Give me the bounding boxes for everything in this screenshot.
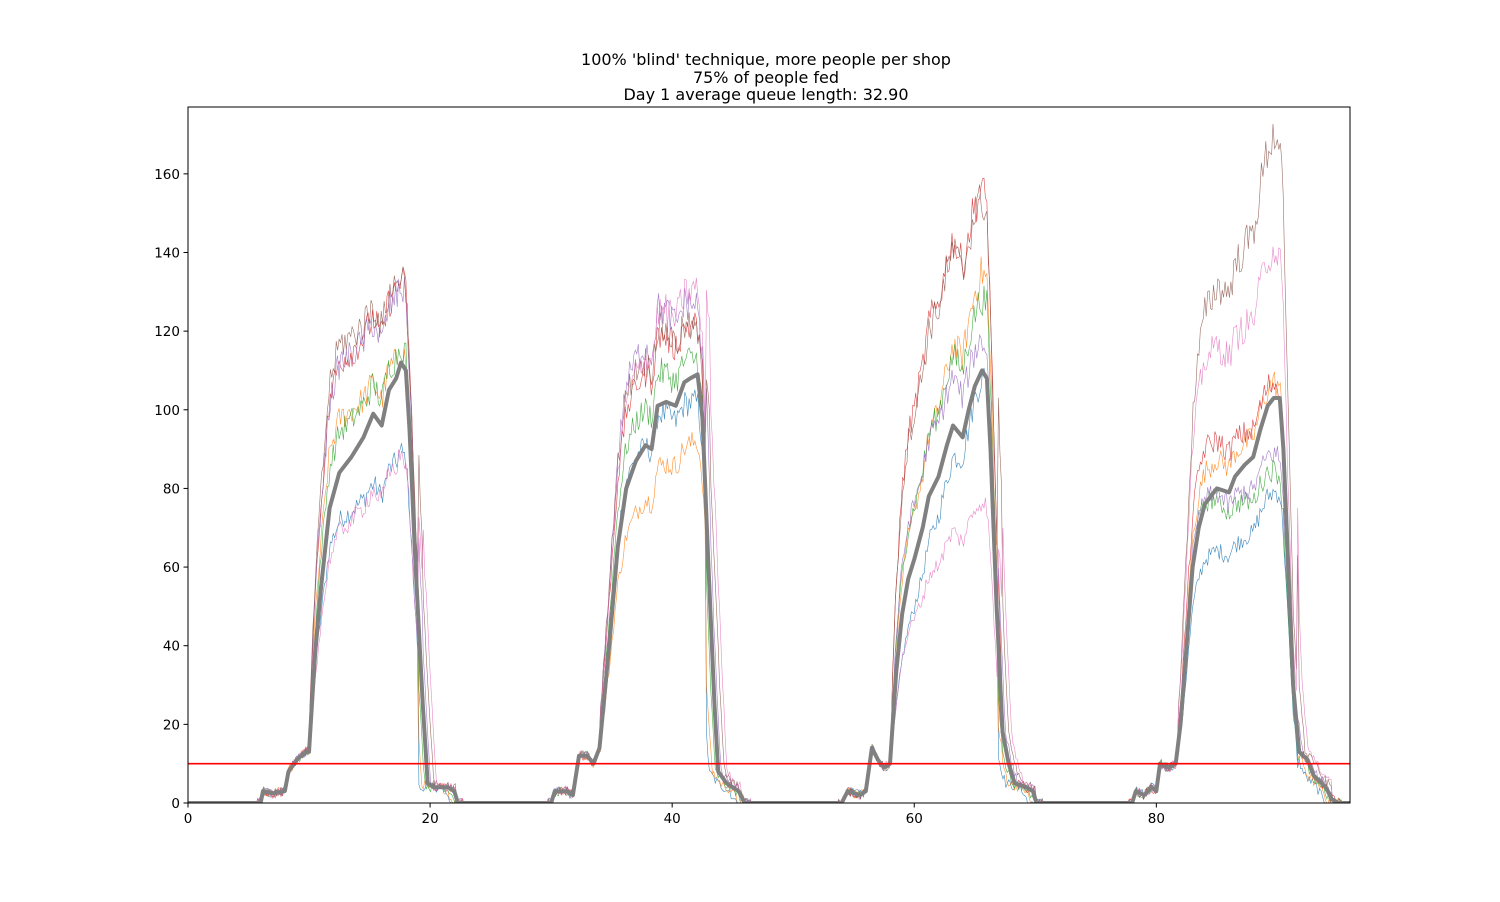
shop-series-line — [188, 123, 1349, 803]
y-tick-label: 160 — [154, 167, 180, 183]
y-tick-label: 100 — [154, 403, 180, 419]
average-series — [188, 360, 1350, 803]
chart-title-line-2: 75% of people fed — [693, 68, 839, 87]
x-tick-label: 80 — [1148, 811, 1165, 827]
shop-series-line — [188, 285, 1349, 803]
x-tick-label: 0 — [184, 811, 193, 827]
y-tick-label: 40 — [163, 639, 180, 655]
y-tick-label: 20 — [163, 717, 180, 733]
shop-series-line — [188, 177, 1349, 803]
x-tick-label: 20 — [421, 811, 438, 827]
y-tick-label: 140 — [154, 245, 180, 261]
y-tick-label: 80 — [163, 481, 180, 497]
axes-frame — [187, 106, 1351, 804]
x-tick-label: 40 — [664, 811, 681, 827]
y-tick-label: 60 — [163, 560, 180, 576]
x-axis: 0 20 40 60 80 — [184, 803, 1165, 827]
x-tick-label: 60 — [906, 811, 923, 827]
shop-series-line — [188, 246, 1349, 803]
chart-title-line-1: 100% 'blind' technique, more people per … — [581, 50, 951, 69]
y-tick-label: 0 — [171, 796, 180, 812]
chart-title-line-3: Day 1 average queue length: 32.90 — [623, 85, 908, 104]
shop-series-line — [188, 367, 1349, 803]
y-axis: 0 20 40 60 80 100 120 140 160 — [154, 167, 188, 812]
average-line — [188, 360, 1350, 803]
shop-series-line — [188, 276, 1349, 803]
individual-shop-series — [188, 123, 1349, 803]
y-tick-label: 120 — [154, 324, 180, 340]
plot-area — [188, 123, 1350, 803]
